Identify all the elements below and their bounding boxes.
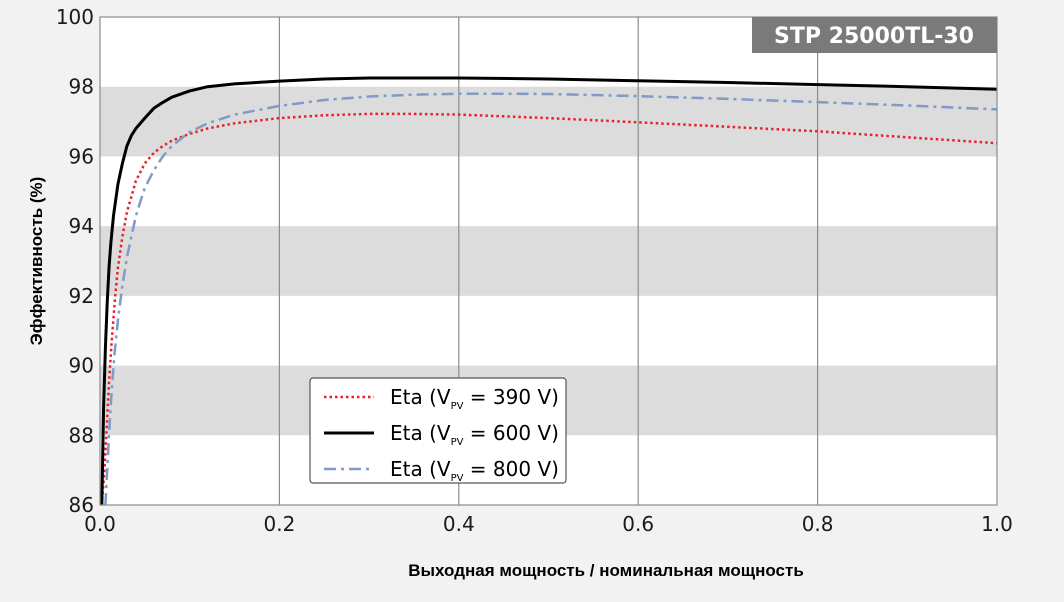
y-tick-label: 88 [69, 423, 94, 447]
legend: Eta (VPV = 390 V) Eta (VPV = 600 V) Eta (V… [309, 377, 567, 484]
y-tick-label: 94 [69, 214, 94, 238]
x-tick-label: 0.4 [443, 512, 475, 536]
series-line [104, 92, 998, 506]
series-lines [100, 76, 998, 506]
gray-band [100, 226, 997, 296]
x-tick-label: 0.2 [263, 512, 295, 536]
y-tick-label: 92 [69, 284, 94, 308]
y-axis-label: Эффективность (%) [27, 177, 46, 346]
y-tick-label: 96 [69, 144, 94, 168]
legend-label: Eta (VPV = 600 V) [390, 421, 559, 448]
y-tick-label: 90 [69, 354, 94, 378]
series-line [100, 76, 998, 506]
model-badge: STP 25000TL-30 [752, 17, 997, 53]
y-tick-label: 98 [69, 75, 94, 99]
model-badge-text: STP 25000TL-30 [774, 24, 974, 49]
legend-label: Eta (VPV = 800 V) [390, 457, 559, 484]
y-tick-label: 100 [56, 5, 94, 29]
x-tick-labels: 0.0 0.2 0.4 0.6 0.8 1.0 [84, 512, 1013, 536]
x-tick-label: 0.0 [84, 512, 116, 536]
legend-label: Eta (VPV = 390 V) [390, 385, 559, 412]
y-tick-label: 86 [69, 493, 94, 517]
gray-band [100, 86, 997, 157]
y-tick-labels: 86 88 90 92 94 96 98 100 [56, 5, 94, 517]
plot-frame [99, 16, 998, 506]
x-tick-label: 0.8 [802, 512, 834, 536]
legend-box [309, 377, 567, 484]
x-axis-label: Выходная мощность / номинальная мощность [408, 561, 804, 580]
x-tick-label: 1.0 [981, 512, 1013, 536]
series-line [100, 112, 998, 506]
x-tick-label: 0.6 [622, 512, 654, 536]
